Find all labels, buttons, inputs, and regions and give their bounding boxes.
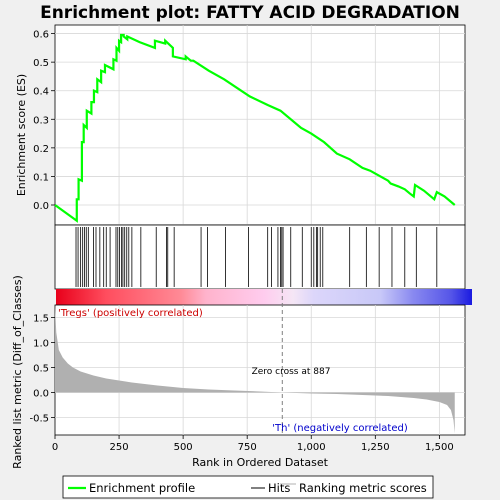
- legend-label-hits: Hits: [268, 481, 290, 495]
- es-y-tick-label: 0.6: [33, 30, 49, 41]
- es-y-tick-label: 0.5: [33, 58, 49, 69]
- zero-cross-label: Zero cross at 887: [252, 367, 331, 377]
- positive-correlation-label: 'Tregs' (positively correlated): [58, 308, 203, 319]
- ranking-x-ticks: 0 250 500 750 1,000 1,250 1,500: [52, 435, 454, 453]
- negative-correlation-label: 'Th' (negatively correlated): [272, 423, 408, 434]
- es-y-tick-label: 0.0: [33, 201, 49, 212]
- ranking-y-tick-label: 0.0: [33, 389, 49, 400]
- hits-panel: [54, 224, 466, 290]
- x-tick-label: 500: [174, 442, 193, 453]
- x-tick-label: 1,000: [297, 442, 326, 453]
- ranking-y-tick-label: 0.5: [33, 364, 49, 375]
- es-panel-background: [54, 24, 466, 226]
- es-x-grid: [118, 25, 440, 225]
- ranking-y-tick-label: 1.5: [33, 314, 49, 325]
- es-y-axis-label: Enrichment score (ES): [15, 74, 28, 196]
- x-tick-label: 0: [52, 442, 58, 453]
- legend: Enrichment profile Hits Ranking metric s…: [62, 475, 434, 499]
- enrichment-profile-line: [54, 33, 456, 223]
- x-axis-label: Rank in Ordered Dataset: [192, 456, 329, 469]
- hits-panel-background: [54, 224, 466, 290]
- ranking-panel-background: [54, 304, 466, 436]
- es-y-tick-label: 0.1: [33, 172, 49, 183]
- es-y-ticks: 0.0 0.1 0.2 0.3 0.4 0.5 0.6: [33, 30, 55, 212]
- es-y-tick-label: 0.2: [33, 144, 49, 155]
- x-tick-label: 1,500: [425, 442, 454, 453]
- rank-color-band: [56, 289, 472, 305]
- legend-label-enrichment-profile: Enrichment profile: [89, 481, 195, 495]
- hits-marks: [75, 227, 438, 287]
- ranking-y-axis-label: Ranked list metric (Diff_of_Classes): [11, 275, 24, 469]
- es-panel: 0.0 0.1 0.2 0.3 0.4 0.5 0.6 Enrichment score (…: [15, 24, 466, 226]
- x-tick-label: 1,250: [361, 442, 390, 453]
- es-y-tick-label: 0.3: [33, 115, 49, 126]
- legend-label-ranking-metric: Ranking metric scores: [299, 481, 427, 495]
- chart-title: Enrichment plot: FATTY ACID DEGRADATION: [40, 3, 460, 23]
- es-grid: [55, 33, 465, 206]
- rank-color-gradient: [56, 289, 472, 305]
- ranking-y-ticks: -0.5 0.0 0.5 1.0 1.5: [29, 314, 55, 425]
- ranking-y-tick-label: 1.0: [33, 339, 49, 350]
- x-tick-label: 750: [238, 442, 257, 453]
- es-y-tick-label: 0.4: [33, 87, 49, 98]
- legend-box: [62, 475, 434, 499]
- ranking-panel: -0.5 0.0 0.5 1.0 1.5 0 250 500 750 1,000 1,250 1,5…: [11, 275, 466, 469]
- ranking-y-tick-label: -0.5: [29, 414, 49, 425]
- x-tick-label: 250: [110, 442, 129, 453]
